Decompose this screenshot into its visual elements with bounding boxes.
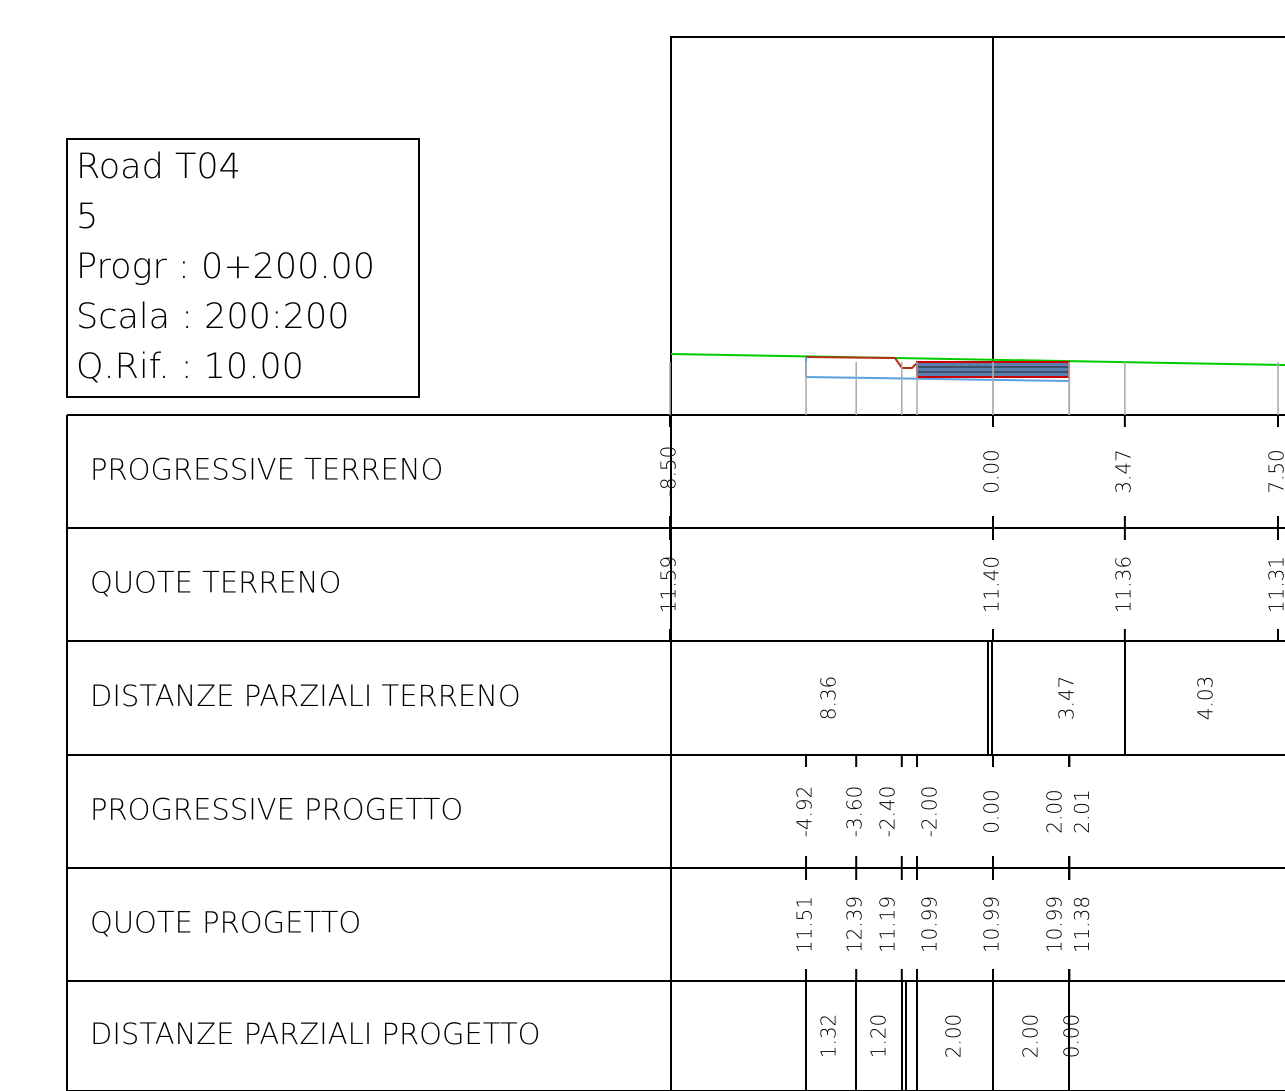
info-line: Q.Rif. : 10.00: [76, 347, 304, 387]
value: 0.00: [980, 789, 1004, 834]
value: 2.01: [1070, 789, 1094, 834]
value: 0.00: [1060, 1014, 1084, 1059]
info-line: 5: [76, 197, 98, 237]
value: 11.51: [793, 896, 817, 953]
value: 11.40: [980, 556, 1004, 613]
row-label: DISTANZE PARZIALI PROGETTO: [90, 1017, 541, 1051]
row-label: QUOTE PROGETTO: [90, 906, 361, 940]
row-label: PROGRESSIVE TERRENO: [90, 453, 443, 487]
value: 10.99: [918, 896, 942, 953]
value: 11.19: [875, 896, 899, 953]
value: 2.00: [942, 1014, 966, 1059]
info-line: Road T04: [76, 147, 241, 187]
value: 11.36: [1111, 556, 1135, 613]
frame: [670, 36, 1285, 1091]
info-box: [66, 138, 420, 398]
value: 2.00: [1043, 789, 1067, 834]
value: 8.36: [817, 676, 841, 721]
ground-line: [670, 353, 1285, 366]
info-line: Progr : 0+200.00: [76, 247, 375, 287]
row-label: PROGRESSIVE PROGETTO: [90, 793, 463, 827]
value: 10.99: [1043, 896, 1067, 953]
value: 2.00: [1019, 1014, 1043, 1059]
value: 11.31: [1265, 556, 1285, 613]
value: -8.50: [657, 446, 681, 498]
value: 4.03: [1194, 676, 1218, 721]
value: -2.00: [918, 786, 942, 838]
value: -3.60: [843, 786, 867, 838]
value: -4.92: [793, 786, 817, 838]
value: 11.38: [1070, 896, 1094, 953]
value: 1.32: [817, 1014, 841, 1059]
value: 12.39: [843, 896, 867, 953]
value: 10.99: [980, 896, 1004, 953]
info-line: Scala : 200:200: [76, 297, 350, 337]
value: -2.40: [875, 786, 899, 838]
value: 3.47: [1055, 676, 1079, 721]
row-label: DISTANZE PARZIALI TERRENO: [90, 679, 521, 713]
value: 11.59: [657, 556, 681, 613]
row-label: QUOTE TERRENO: [90, 566, 341, 600]
value: 1.20: [867, 1014, 891, 1059]
value: 7.50: [1265, 449, 1285, 494]
value: 0.00: [980, 449, 1004, 494]
value: 3.47: [1111, 449, 1135, 494]
